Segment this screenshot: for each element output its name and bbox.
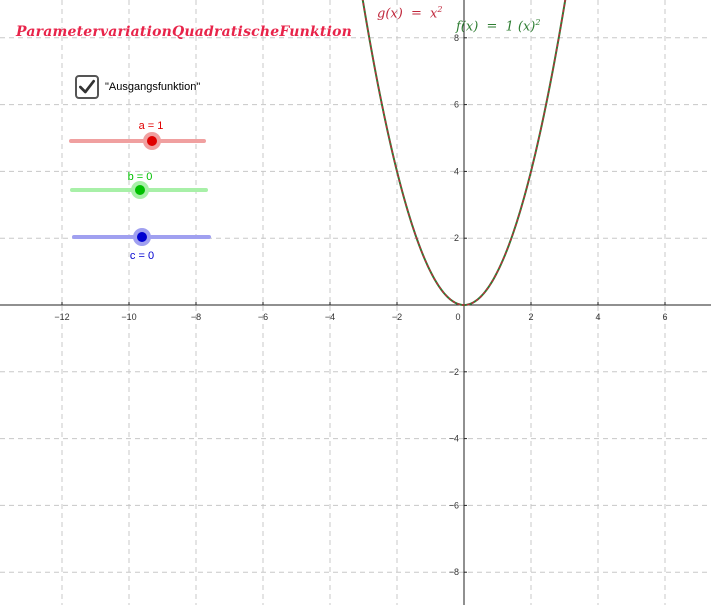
function-g-label[interactable]: g(x) = x2	[377, 5, 442, 21]
x-tick-label: 0	[455, 312, 460, 322]
slider-a-label: a = 1	[138, 120, 164, 132]
x-tick-label: −10	[121, 312, 136, 322]
function-g-exp: 2	[437, 5, 443, 14]
y-tick-label: −8	[449, 567, 459, 577]
function-g-name: g(x)	[377, 6, 403, 22]
x-tick-label: −2	[392, 312, 402, 322]
slider-a-knob[interactable]	[145, 134, 160, 148]
x-tick-label: −12	[54, 312, 69, 322]
checkmark-icon	[79, 79, 95, 94]
function-g-eq: =	[410, 6, 422, 22]
function-f-exp: 2	[535, 18, 541, 27]
slider-b[interactable]	[70, 183, 208, 197]
y-tick-label: 4	[454, 166, 459, 176]
ausgangsfunktion-label: "Ausgangsfunktion"	[105, 81, 201, 93]
x-tick-label: −4	[325, 312, 335, 322]
slider-b-knob[interactable]	[132, 183, 147, 197]
y-tick-label: 6	[454, 100, 459, 110]
ausgangsfunktion-checkbox[interactable]	[75, 75, 99, 99]
slider-c[interactable]	[72, 230, 211, 244]
slider-b-label: b = 0	[127, 171, 153, 183]
slider-a[interactable]	[69, 134, 206, 148]
slider-c-label: c = 0	[129, 250, 155, 262]
tick-labels: −12 −10 −8 −6 −4 −2 0 2 4 6 8 6 4 2 −2 −4 −6 −8	[54, 33, 667, 577]
y-tick-label: −4	[449, 434, 459, 444]
ausgangsfunktion-toggle[interactable]: "Ausgangsfunktion"	[75, 75, 200, 99]
slider-a-track[interactable]	[69, 139, 206, 143]
function-g-curve[interactable]	[360, 0, 568, 306]
x-tick-label: −6	[258, 312, 268, 322]
y-tick-label: 8	[454, 33, 459, 43]
page-title: ParametervariationQuadratischeFunktion	[16, 24, 353, 40]
function-f-eq: =	[486, 19, 498, 35]
x-tick-label: 4	[595, 312, 600, 322]
function-f-label[interactable]: f(x) = 1 (x)2	[456, 18, 540, 34]
function-g-rhs: x	[429, 6, 438, 22]
y-tick-label: 2	[454, 233, 459, 243]
y-tick-label: −6	[449, 500, 459, 510]
function-f-name: f(x)	[456, 19, 479, 35]
x-tick-label: 2	[528, 312, 533, 322]
function-f-rhs: 1 (x)	[505, 19, 536, 35]
x-tick-label: 6	[662, 312, 667, 322]
y-tick-label: −2	[449, 367, 459, 377]
x-tick-label: −8	[191, 312, 201, 322]
slider-c-knob[interactable]	[135, 230, 150, 244]
